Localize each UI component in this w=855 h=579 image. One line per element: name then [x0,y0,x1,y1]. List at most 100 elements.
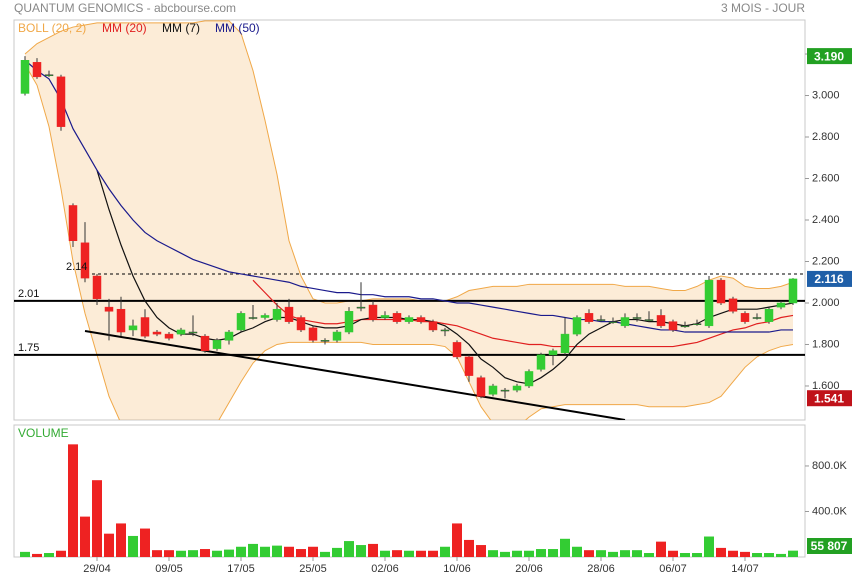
bollinger-lower [24,64,794,420]
candle-body [80,242,90,279]
volume-bar [164,550,174,557]
candle-body [320,340,330,342]
candle-body [380,315,390,318]
volume-bar [644,553,654,557]
volume-bar [44,553,54,557]
volume-bar [596,550,606,557]
volume-bar [704,536,714,557]
level-label: 2.01 [18,288,39,300]
candle-body [464,356,474,376]
candle-body [776,302,786,308]
volume-bar [260,546,270,557]
volume-bar [296,549,306,557]
level-label: 1.75 [18,342,39,354]
candle-body [212,340,222,349]
volume-bar [416,550,426,557]
candle-body [416,317,426,322]
candle-body [404,317,414,322]
volume-bar [584,550,594,557]
volume-bar [620,550,630,557]
candle-body [344,311,354,333]
x-tick-label: 20/06 [515,563,543,575]
candle-body [632,317,642,319]
volume-bar [608,551,618,557]
candle-body [644,319,654,321]
candle-body [152,331,162,335]
candle-body [524,371,534,387]
volume-bar [368,543,378,557]
candle-body [560,333,570,354]
volume-bar [236,546,246,557]
candle-body [392,313,402,322]
candle-body [488,385,498,395]
candle-body [584,313,594,322]
candle-body [476,377,486,397]
candle-body [44,74,54,77]
candle-body [284,306,294,322]
candle-body [536,354,546,370]
candle-body [188,331,198,334]
volume-bar [128,535,138,557]
candle-body [248,317,258,319]
volume-bar [284,546,294,557]
level-label: 2.14 [66,261,87,273]
y-tick-label: 2.600 [812,172,840,184]
volume-bar [680,553,690,557]
chart-subtitle: 3 MOIS - JOUR [721,1,805,15]
volume-bar [500,551,510,557]
price-plot [14,20,805,420]
volume-bar [308,546,318,557]
volume-bar [56,550,66,557]
volume-bar [152,550,162,557]
candle-body [164,333,174,339]
volume-bar [548,549,558,557]
volume-bar [728,550,738,557]
chart-title: QUANTUM GENOMICS - abcbourse.com [14,1,236,15]
candle-body [56,76,66,127]
volume-bar [176,550,186,557]
price-tag-label: 1.541 [814,391,844,405]
volume-bar [740,551,750,557]
volume-bar [92,480,102,557]
volume-bar [440,546,450,557]
candle-body [656,315,666,327]
y-tick-label: 2.000 [812,297,840,309]
volume-bar [248,543,258,557]
y-tick-label: 3.000 [812,89,840,101]
x-tick-label: 10/06 [443,563,471,575]
price-panel [13,19,806,421]
candle-body [704,279,714,327]
candle-body [332,331,342,341]
axes: 3.2003.0002.8002.6002.4002.2002.0001.800… [83,48,852,575]
candle-body [116,308,126,333]
x-tick-label: 02/06 [371,563,399,575]
volume-bar [524,550,534,557]
candle-body [668,321,678,331]
legend-entry: MM (7) [162,21,200,35]
volume-bar [632,550,642,557]
candle-body [104,306,114,312]
candle-body [572,317,582,335]
candle-body [272,308,282,320]
price-tag-label: 3.190 [814,49,844,63]
volume-bar [188,550,198,557]
price-tag [807,270,852,287]
candle-body [512,385,522,391]
candle-body [428,321,438,331]
candle-body [308,327,318,341]
x-tick-label: 28/06 [587,563,615,575]
y-tick-label: 2.800 [812,131,840,143]
volume-bar [404,550,414,557]
y-tick-label: 800.0K [812,460,848,472]
y-tick-label: 2.400 [812,214,840,226]
legend-entry: BOLL (20, 2) [18,21,86,35]
volume-bar [332,547,342,557]
y-tick-label: 400.0K [812,505,848,517]
candle-body [500,389,510,392]
candle-body [368,304,378,320]
volume-bar [272,545,282,557]
candle-body [296,317,306,331]
candle-body [236,313,246,331]
